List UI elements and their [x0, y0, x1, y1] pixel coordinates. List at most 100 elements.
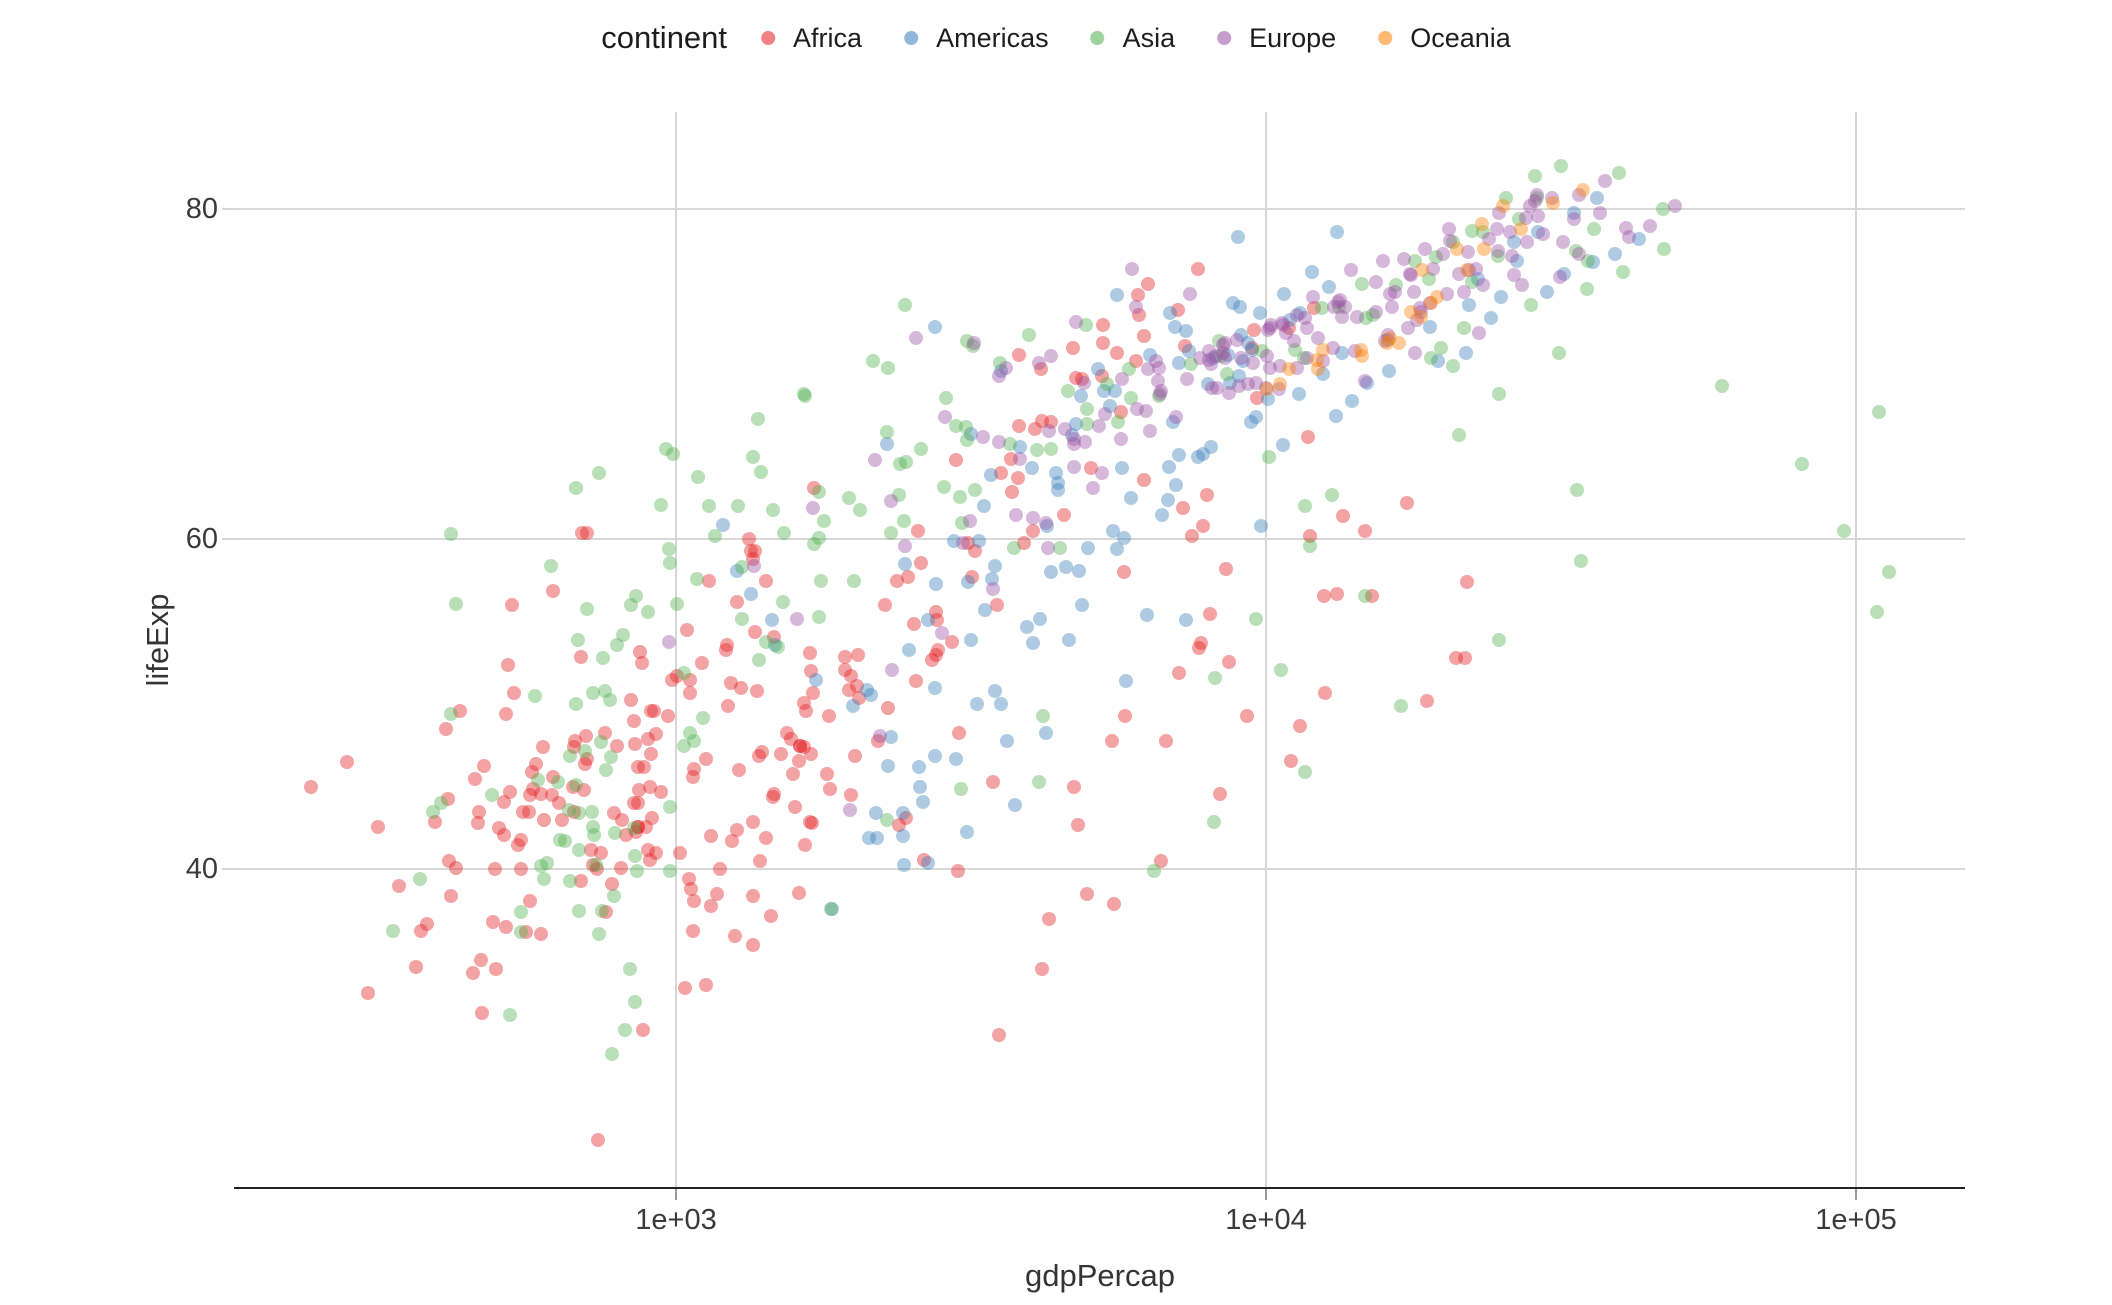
data-point-europe	[1369, 304, 1384, 319]
data-point-asia	[1464, 274, 1479, 289]
data-point-americas	[1107, 383, 1122, 398]
data-point-americas	[1051, 482, 1066, 497]
data-point-americas	[1557, 266, 1572, 281]
data-point-americas	[987, 558, 1002, 573]
data-point-africa	[664, 672, 679, 687]
data-point-asia	[846, 573, 861, 588]
data-point-africa	[851, 690, 866, 705]
data-point-oceania	[1404, 304, 1419, 319]
data-point-africa	[1136, 473, 1151, 488]
data-point-africa	[615, 812, 630, 827]
data-point-africa	[566, 779, 581, 794]
data-point-asia	[1297, 765, 1312, 780]
data-point-asia	[949, 418, 964, 433]
data-point-europe	[1208, 349, 1223, 364]
data-point-africa	[408, 959, 423, 974]
data-point-asia	[1587, 222, 1602, 237]
data-point-asia	[735, 611, 750, 626]
data-point-europe	[1234, 350, 1249, 365]
data-point-europe	[789, 611, 804, 626]
legend-item-europe: Europe	[1217, 23, 1336, 54]
data-point-americas	[1245, 342, 1260, 357]
data-point-africa	[360, 986, 375, 1001]
data-point-americas	[1567, 205, 1582, 220]
data-point-asia	[1554, 159, 1569, 174]
data-point-africa	[513, 832, 528, 847]
data-point-asia	[623, 961, 638, 976]
data-point-asia	[1570, 482, 1585, 497]
data-point-europe	[1128, 299, 1143, 314]
data-point-asia	[570, 633, 585, 648]
data-point-americas	[928, 680, 943, 695]
data-point-africa	[465, 966, 480, 981]
x-axis-title: gdpPercap	[1025, 1258, 1175, 1293]
data-point-asia	[594, 735, 609, 750]
data-point-asia	[1332, 299, 1347, 314]
data-point-asia	[807, 537, 822, 552]
data-point-asia	[1530, 190, 1545, 205]
data-point-americas	[864, 687, 879, 702]
data-point-europe	[1504, 248, 1519, 263]
data-point-americas	[1275, 438, 1290, 453]
data-point-asia	[1359, 311, 1374, 326]
data-point-americas	[1493, 289, 1508, 304]
legend-label-americas: Americas	[936, 22, 1049, 53]
data-point-africa	[728, 928, 743, 943]
data-point-asia	[558, 834, 573, 849]
data-point-africa	[733, 680, 748, 695]
data-point-europe	[1289, 360, 1304, 375]
data-point-americas	[1539, 284, 1554, 299]
data-point-asia	[730, 499, 745, 514]
y-tick-label-60: 60	[185, 523, 218, 556]
data-point-africa	[567, 804, 582, 819]
data-point-europe	[1261, 322, 1276, 337]
data-point-asia	[753, 464, 768, 479]
data-point-europe	[1009, 507, 1024, 522]
data-point-asia	[550, 775, 565, 790]
data-point-africa	[928, 647, 943, 662]
data-point-europe	[1193, 350, 1208, 365]
data-point-americas	[959, 824, 974, 839]
data-point-africa	[590, 862, 605, 877]
data-point-oceania	[1495, 199, 1510, 214]
legend: continent Africa Americas Asia Europe Oceani…	[601, 20, 1511, 56]
data-point-africa	[533, 926, 548, 941]
data-point-africa	[718, 643, 733, 657]
data-point-africa	[796, 695, 811, 710]
data-point-europe	[1259, 349, 1274, 364]
data-point-asia	[776, 525, 791, 540]
data-point-americas	[765, 613, 780, 628]
data-point-africa	[1200, 487, 1215, 502]
data-point-africa	[758, 831, 773, 846]
data-point-africa	[844, 788, 859, 803]
data-point-africa	[370, 819, 385, 834]
data-point-americas	[1252, 306, 1267, 321]
data-point-africa	[534, 786, 549, 801]
x-gridline-1e+04	[1265, 112, 1268, 1188]
data-point-asia	[958, 420, 973, 435]
data-point-europe	[1289, 307, 1304, 322]
data-point-africa	[914, 555, 929, 570]
data-point-asia	[641, 605, 656, 620]
data-point-asia	[607, 888, 622, 903]
data-point-europe	[662, 634, 677, 649]
data-point-americas	[1203, 440, 1218, 454]
data-point-africa	[753, 854, 768, 869]
data-point-americas	[983, 468, 998, 483]
data-point-africa	[1132, 307, 1147, 322]
data-point-europe	[1443, 233, 1458, 248]
data-point-asia	[1080, 416, 1095, 431]
data-point-asia	[1357, 588, 1372, 603]
data-point-asia	[798, 388, 813, 403]
data-point-asia	[572, 842, 587, 857]
data-point-asia	[540, 855, 555, 870]
data-point-americas	[1321, 279, 1336, 294]
x-tick-mark-1e+05	[1855, 1188, 1858, 1200]
data-point-americas	[1062, 633, 1077, 648]
data-point-africa	[713, 862, 728, 877]
data-point-americas	[970, 697, 985, 712]
data-point-americas	[1182, 344, 1197, 359]
data-point-africa	[623, 692, 638, 707]
data-point-americas	[1282, 312, 1297, 327]
